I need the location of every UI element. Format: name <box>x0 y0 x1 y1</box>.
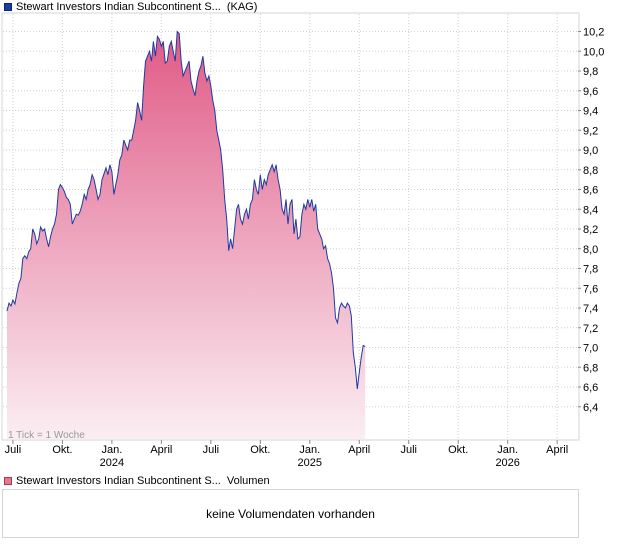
y-tick-label: 9,4 <box>583 106 598 118</box>
volume-legend: Stewart Investors Indian Subcontinent S.… <box>4 474 270 488</box>
y-tick-label: 10,2 <box>583 27 604 39</box>
x-tick-label: Juli <box>203 444 220 456</box>
x-year-label: 2025 <box>298 457 322 469</box>
x-tick-label: April <box>150 444 172 456</box>
y-tick-label: 7,0 <box>583 343 598 355</box>
y-tick-label: 9,6 <box>583 86 598 98</box>
x-tick-label: Okt. <box>250 444 270 456</box>
y-tick-label: 8,2 <box>583 224 598 236</box>
y-tick-label: 6,8 <box>583 362 598 374</box>
tick-note: 1 Tick = 1 Woche <box>8 430 85 441</box>
y-tick-label: 9,8 <box>583 66 598 78</box>
x-year-label: 2024 <box>100 457 124 469</box>
y-tick-label: 7,4 <box>583 303 598 315</box>
y-tick-label: 6,4 <box>583 402 598 414</box>
y-tick-label: 8,4 <box>583 204 598 216</box>
price-legend-swatch <box>4 3 12 11</box>
volume-panel: keine Volumendaten vorhanden <box>2 489 579 538</box>
x-tick-label: April <box>348 444 370 456</box>
volume-legend-name: Stewart Investors Indian Subcontinent S.… <box>16 475 221 487</box>
y-tick-label: 9,0 <box>583 145 598 157</box>
y-tick-label: 7,6 <box>583 283 598 295</box>
y-tick-label: 8,0 <box>583 244 598 256</box>
y-tick-label: 9,2 <box>583 125 598 137</box>
price-line <box>6 30 366 390</box>
volume-legend-label: Volumen <box>226 475 270 487</box>
price-legend-exchange: (KAG) <box>226 1 258 13</box>
volume-legend-swatch <box>4 477 12 485</box>
price-legend-name: Stewart Investors Indian Subcontinent S.… <box>16 1 221 13</box>
x-tick-label: Jan. <box>497 444 518 456</box>
volume-empty-message: keine Volumendaten vorhanden <box>206 506 375 521</box>
x-tick-label: Jan. <box>101 444 122 456</box>
x-tick-label: Okt. <box>448 444 468 456</box>
y-tick-label: 8,8 <box>583 165 598 177</box>
price-chart: 6,4 6,6 6,8 7,0 7,2 7,4 7,6 7,8 8,0 8,2 8,4 8,6 8,8 9… <box>1 12 604 469</box>
y-tick-label: 8,6 <box>583 185 598 197</box>
x-tick-label: Juli <box>5 444 22 456</box>
x-tick-label: April <box>546 444 568 456</box>
y-tick-label: 7,2 <box>583 323 598 335</box>
y-tick-label: 6,6 <box>583 382 598 394</box>
y-tick-label: 10,0 <box>583 46 604 58</box>
y-tick-label: 7,8 <box>583 264 598 276</box>
x-tick-label: Okt. <box>52 444 72 456</box>
price-legend: Stewart Investors Indian Subcontinent S.… <box>4 0 257 14</box>
x-tick-label: Jan. <box>299 444 320 456</box>
price-area <box>7 31 366 439</box>
x-year-label: 2026 <box>495 457 519 469</box>
x-tick-label: Juli <box>400 444 417 456</box>
y-axis-ticks: 6,4 6,6 6,8 7,0 7,2 7,4 7,6 7,8 8,0 8,2 8,4 8,6 8,8 9… <box>578 27 604 414</box>
